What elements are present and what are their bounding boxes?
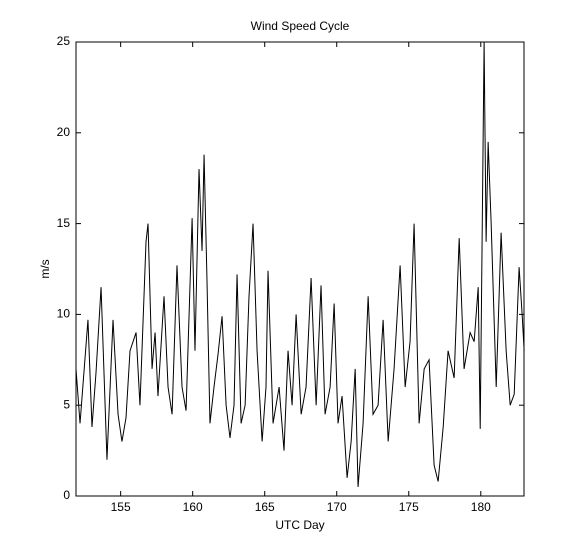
plot-frame bbox=[75, 41, 525, 497]
chart-title: Wind Speed Cycle bbox=[251, 19, 350, 33]
data-line bbox=[75, 41, 525, 487]
x-tick-label: 170 bbox=[327, 500, 347, 514]
x-axis-label: UTC Day bbox=[275, 518, 324, 532]
y-tick-label: 0 bbox=[63, 488, 70, 502]
x-tick-label: 160 bbox=[183, 500, 203, 514]
y-tick-label: 10 bbox=[57, 307, 71, 321]
y-axis-label: m/s bbox=[38, 259, 52, 278]
x-tick-label: 165 bbox=[255, 500, 275, 514]
x-tick-label: 155 bbox=[111, 500, 131, 514]
x-tick-label: 180 bbox=[471, 500, 491, 514]
y-tick-label: 20 bbox=[57, 125, 71, 139]
x-tick-label: 175 bbox=[399, 500, 419, 514]
y-tick-label: 5 bbox=[63, 397, 70, 411]
y-tick-label: 15 bbox=[57, 216, 71, 230]
y-tick-label: 25 bbox=[57, 34, 71, 48]
